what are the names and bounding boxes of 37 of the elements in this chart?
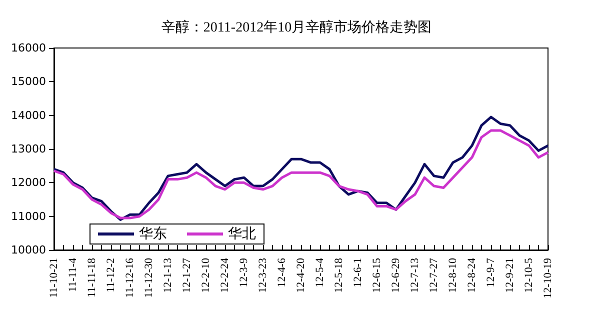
x-tick-label: 11-12-2 <box>104 258 117 292</box>
x-tick-label: 12-1-27 <box>180 258 193 293</box>
x-tick-label: 12-10-5 <box>523 258 535 293</box>
x-tick-label: 12-9-21 <box>504 258 516 293</box>
x-tick-label: 12-8-10 <box>447 258 459 293</box>
x-tick-label: 12-6-29 <box>390 258 402 293</box>
x-tick-label: 12-4-20 <box>294 258 307 293</box>
y-tick-label: 15000 <box>10 75 46 88</box>
x-tick-label: 12-10-19 <box>542 258 554 298</box>
x-tick-label: 12-7-27 <box>428 258 440 293</box>
y-tick-label: 11000 <box>10 210 46 223</box>
x-tick-label: 12-3-9 <box>238 258 250 288</box>
legend-label: 华北 <box>228 226 256 242</box>
x-tick-label: 12-6-1 <box>352 258 364 288</box>
x-tick-label: 12-3-23 <box>256 258 269 293</box>
x-tick-label: 12-1-13 <box>162 258 174 293</box>
x-tick-label: 12-4-6 <box>276 258 288 288</box>
x-tick-label: 12-6-15 <box>370 258 383 293</box>
x-tick-label: 12-8-24 <box>466 258 478 293</box>
x-tick-label: 12-5-4 <box>314 258 326 288</box>
x-tick-label: 11-12-30 <box>142 258 155 298</box>
x-tick-label: 11-11-18 <box>86 258 98 298</box>
y-tick-label: 12000 <box>10 176 46 190</box>
y-tick-label: 13000 <box>10 142 46 156</box>
y-tick-label: 16000 <box>10 42 46 54</box>
x-tick-label: 12-7-13 <box>409 258 421 293</box>
x-tick-label: 12-9-7 <box>485 258 497 288</box>
x-tick-label: 11-12-16 <box>124 258 136 298</box>
chart-title: 辛醇：2011-2012年10月辛醇市场价格走势图 <box>161 20 432 36</box>
x-tick-label: 11-10-21 <box>48 258 60 298</box>
y-tick-label: 10000 <box>10 244 46 256</box>
x-tick-label: 12-5-18 <box>332 258 345 293</box>
x-tick-label: 12-2-10 <box>200 258 212 293</box>
legend-label: 华东 <box>139 226 167 242</box>
x-tick-label: 12-2-24 <box>218 258 231 293</box>
x-tick-label: 11-11-4 <box>66 258 79 292</box>
y-tick-label: 14000 <box>10 108 46 122</box>
